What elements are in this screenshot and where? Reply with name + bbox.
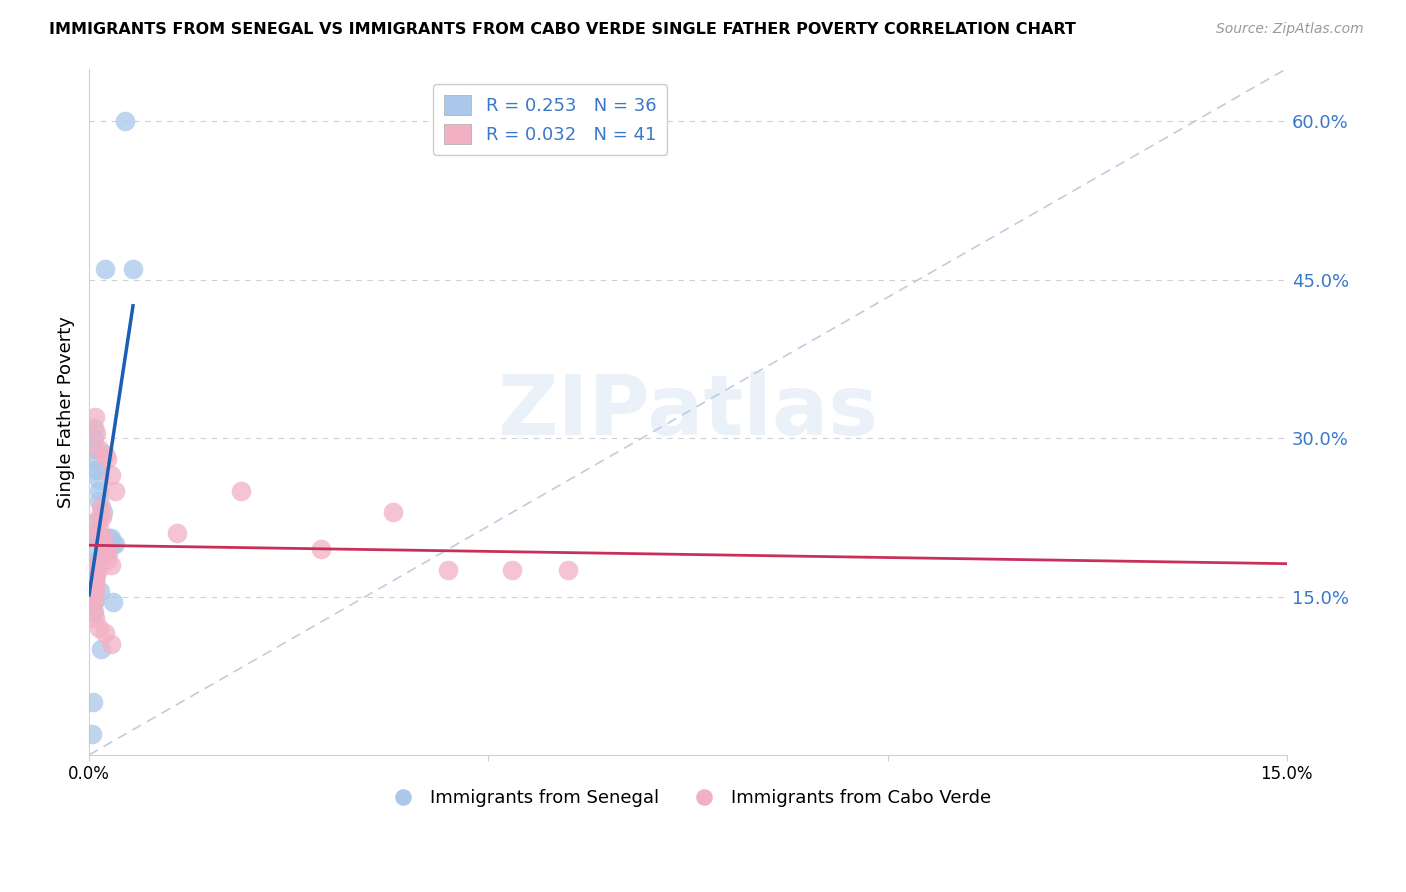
- Point: [309, 541, 332, 556]
- Point: [84, 563, 107, 577]
- Point: [86, 463, 108, 477]
- Point: [96, 541, 118, 556]
- Point: [84, 541, 107, 556]
- Point: [93, 505, 115, 519]
- Point: [100, 637, 122, 651]
- Y-axis label: Single Father Poverty: Single Father Poverty: [58, 316, 75, 508]
- Point: [100, 558, 122, 572]
- Point: [98, 532, 121, 546]
- Point: [87, 526, 110, 541]
- Point: [100, 468, 122, 483]
- Point: [89, 584, 111, 599]
- Point: [83, 595, 105, 609]
- Point: [100, 532, 122, 546]
- Point: [87, 442, 110, 456]
- Point: [84, 584, 107, 599]
- Point: [96, 452, 118, 467]
- Point: [91, 532, 114, 546]
- Point: [94, 541, 117, 556]
- Point: [97, 547, 120, 561]
- Point: [501, 563, 523, 577]
- Point: [229, 483, 252, 498]
- Point: [89, 532, 111, 546]
- Text: IMMIGRANTS FROM SENEGAL VS IMMIGRANTS FROM CABO VERDE SINGLE FATHER POVERTY CORR: IMMIGRANTS FROM SENEGAL VS IMMIGRANTS FR…: [49, 22, 1076, 37]
- Point: [87, 563, 110, 577]
- Point: [104, 483, 127, 498]
- Point: [84, 463, 107, 477]
- Point: [84, 452, 107, 467]
- Point: [86, 532, 108, 546]
- Point: [82, 584, 104, 599]
- Point: [94, 447, 117, 461]
- Point: [83, 420, 105, 434]
- Point: [84, 563, 107, 577]
- Point: [437, 563, 460, 577]
- Point: [84, 409, 107, 424]
- Point: [83, 526, 105, 541]
- Point: [93, 541, 115, 556]
- Point: [381, 505, 404, 519]
- Point: [114, 114, 136, 128]
- Point: [83, 431, 105, 445]
- Point: [82, 605, 104, 619]
- Point: [557, 563, 579, 577]
- Point: [83, 590, 105, 604]
- Point: [83, 595, 105, 609]
- Point: [87, 510, 110, 524]
- Point: [83, 605, 105, 619]
- Legend: Immigrants from Senegal, Immigrants from Cabo Verde: Immigrants from Senegal, Immigrants from…: [377, 782, 998, 814]
- Point: [101, 595, 124, 609]
- Point: [101, 537, 124, 551]
- Point: [90, 500, 112, 514]
- Text: Source: ZipAtlas.com: Source: ZipAtlas.com: [1216, 22, 1364, 37]
- Point: [89, 521, 111, 535]
- Point: [122, 262, 145, 277]
- Point: [84, 425, 107, 440]
- Point: [86, 552, 108, 566]
- Point: [166, 526, 188, 541]
- Point: [84, 526, 107, 541]
- Point: [84, 574, 107, 588]
- Point: [83, 442, 105, 456]
- Point: [90, 642, 112, 657]
- Point: [87, 621, 110, 635]
- Point: [83, 574, 105, 588]
- Point: [104, 537, 127, 551]
- Point: [82, 695, 104, 709]
- Point: [84, 610, 107, 624]
- Point: [84, 558, 107, 572]
- Text: ZIPatlas: ZIPatlas: [498, 371, 879, 452]
- Point: [89, 532, 111, 546]
- Point: [83, 558, 105, 572]
- Point: [90, 510, 112, 524]
- Point: [83, 568, 105, 582]
- Point: [87, 474, 110, 488]
- Point: [94, 626, 117, 640]
- Point: [94, 262, 117, 277]
- Point: [83, 579, 105, 593]
- Point: [87, 483, 110, 498]
- Point: [83, 516, 105, 530]
- Point: [84, 568, 107, 582]
- Point: [89, 494, 111, 508]
- Point: [82, 727, 104, 741]
- Point: [96, 552, 118, 566]
